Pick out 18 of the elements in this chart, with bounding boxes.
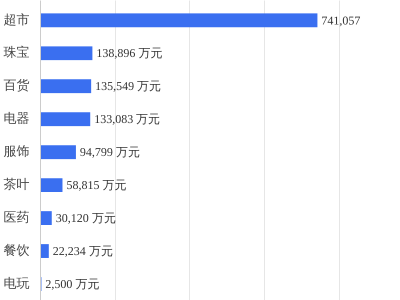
y-tick-label: 超市	[4, 12, 30, 28]
y-tick-label: 餐饮	[4, 244, 30, 259]
data-label: 30,120 万元	[56, 211, 116, 226]
y-tick-label: 百货	[4, 78, 30, 94]
y-tick-label: 茶叶	[4, 178, 30, 193]
data-label: 94,799 万元	[80, 145, 140, 160]
data-label: 58,815 万元	[66, 178, 126, 192]
data-label: 133,083 万元	[94, 112, 160, 126]
data-label: 22,234 万元	[52, 244, 113, 258]
data-label: 135,549 万元	[95, 79, 162, 94]
y-tick-label: 电玩	[4, 276, 30, 292]
y-tick-label: 医药	[4, 210, 30, 226]
y-tick-label: 服饰	[4, 144, 30, 160]
data-label: 741,057	[321, 13, 360, 28]
y-tick-label: 珠宝	[4, 44, 30, 61]
y-tick-label: 电器	[4, 112, 30, 127]
data-label: 2,500 万元	[45, 277, 100, 292]
data-label: 138,896 万元	[96, 46, 162, 60]
